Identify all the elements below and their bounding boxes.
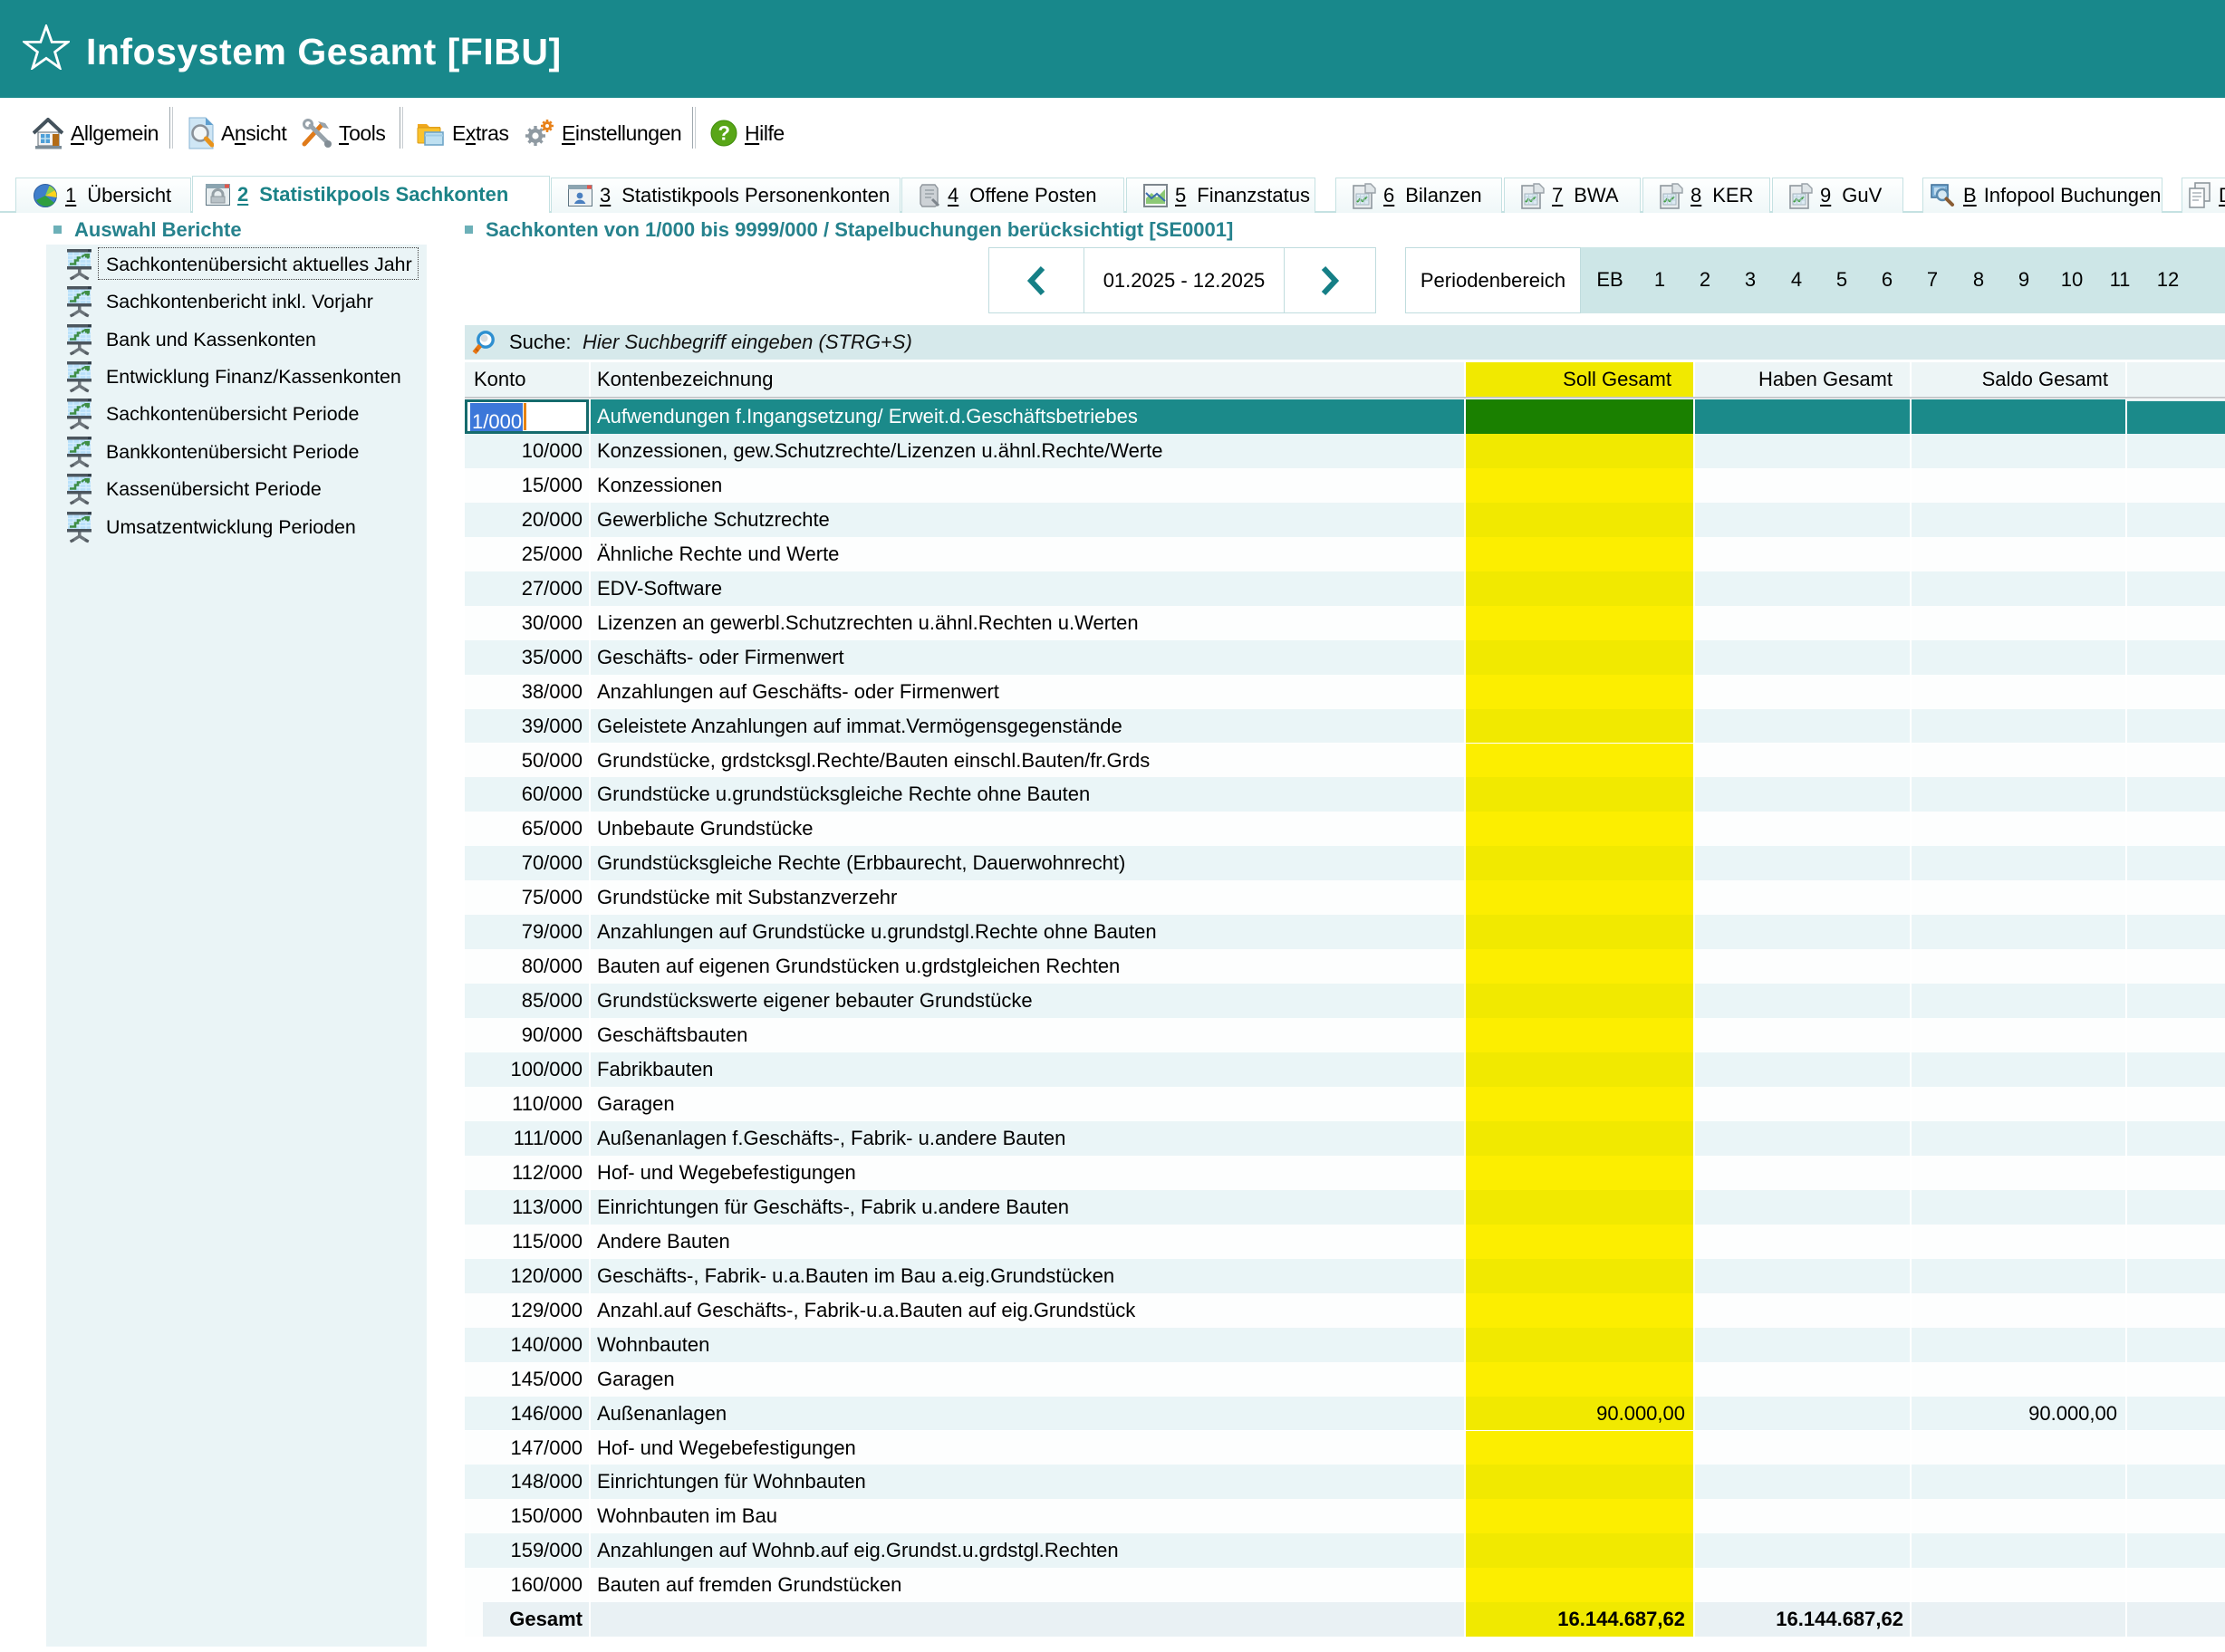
svg-text:?: ? [718,122,730,145]
